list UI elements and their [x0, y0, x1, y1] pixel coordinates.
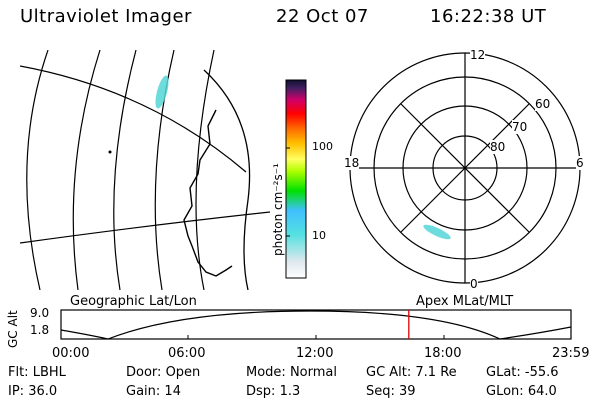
aurora-spot [155, 75, 169, 109]
mlt-label-6: 6 [576, 156, 584, 170]
colorbar-tick-100: 100 [312, 140, 333, 153]
longitude-line [72, 50, 101, 290]
time-label: 16:22:38 UT [430, 6, 547, 27]
colorbar-tick-10: 10 [312, 229, 326, 242]
mlt-label-0: 0 [470, 277, 478, 291]
status-gc-alt: GC Alt: 7.1 Re [366, 365, 457, 380]
orbit-xtick-4: 23:59 [552, 346, 590, 361]
longitude-line [113, 50, 137, 290]
coastline [183, 109, 233, 277]
status-mode: Mode: Normal [246, 365, 337, 380]
longitude-line [26, 50, 49, 290]
orbit-right-title: Apex MLat/MLT [416, 294, 514, 309]
instrument-title: Ultraviolet Imager [20, 6, 192, 27]
orbit-altitude-plot [60, 309, 572, 340]
orbit-y-axis-label: GC Alt [6, 310, 20, 348]
status-door: Door: Open [126, 365, 201, 380]
lat-label-80: 80 [490, 140, 506, 154]
date-label: 22 Oct 07 [276, 6, 369, 27]
lat-label-70: 70 [512, 120, 528, 134]
status-ip: IP: 36.0 [8, 384, 58, 399]
colorbar: photon cm⁻²s⁻¹ [271, 79, 307, 279]
orbit-ytick-low: 1.8 [30, 323, 50, 337]
status-filter: Flt: LBHL [8, 365, 66, 380]
orbit-left-title: Geographic Lat/Lon [70, 294, 197, 309]
orbit-xtick-1: 06:00 [168, 346, 206, 361]
status-glat: GLat: -55.6 [486, 365, 559, 380]
status-glon: GLon: 64.0 [486, 384, 557, 399]
latitude-line [20, 211, 270, 244]
aurora-oval-spot [423, 224, 451, 240]
status-dsp: Dsp: 1.3 [246, 384, 301, 399]
image-speck [108, 150, 112, 154]
status-seq: Seq: 39 [366, 384, 416, 399]
lat-label-60: 60 [535, 97, 551, 111]
colorbar-scale [285, 79, 307, 279]
orbit-frame [60, 309, 572, 340]
polar-plot [349, 52, 581, 284]
geographic-image [20, 50, 270, 290]
mlt-label-18: 18 [344, 156, 360, 170]
earth-limb [203, 69, 251, 290]
orbit-ytick-high: 9.0 [30, 306, 50, 320]
orbit-xtick-2: 12:00 [296, 346, 334, 361]
colorbar-unit-label: photon cm⁻²s⁻¹ [271, 163, 285, 256]
mlt-line-diagonal [400, 103, 530, 233]
status-gain: Gain: 14 [126, 384, 181, 399]
orbit-altitude-curve [60, 310, 572, 340]
mlt-label-12: 12 [470, 48, 486, 62]
orbit-xtick-3: 18:00 [424, 346, 462, 361]
orbit-xtick-0: 00:00 [52, 346, 90, 361]
latitude-line [20, 65, 247, 173]
